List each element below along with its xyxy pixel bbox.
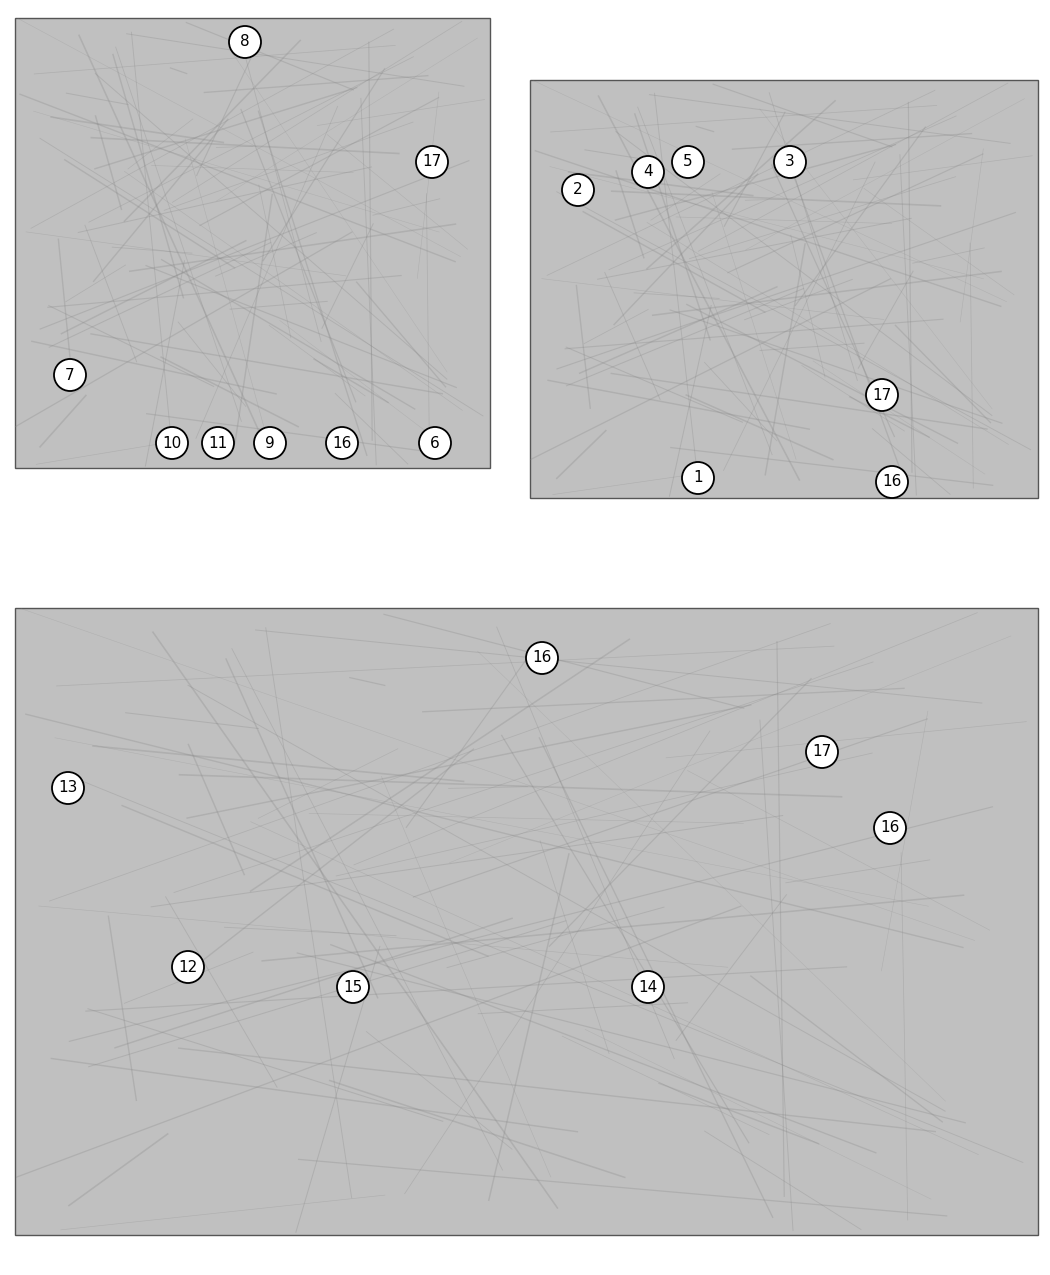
Circle shape <box>254 427 286 459</box>
Circle shape <box>632 156 664 187</box>
Circle shape <box>874 812 906 844</box>
Text: 13: 13 <box>59 780 78 796</box>
Circle shape <box>416 147 448 178</box>
Circle shape <box>156 427 188 459</box>
Circle shape <box>774 147 806 178</box>
Text: 17: 17 <box>873 388 891 403</box>
Bar <box>15 608 1038 1235</box>
Text: 16: 16 <box>332 436 352 450</box>
Text: 12: 12 <box>178 960 197 974</box>
Text: 6: 6 <box>430 436 440 450</box>
Text: 15: 15 <box>343 979 362 995</box>
Text: 16: 16 <box>882 474 902 490</box>
Circle shape <box>172 951 204 983</box>
Circle shape <box>682 462 714 493</box>
Text: 1: 1 <box>693 470 702 486</box>
Circle shape <box>866 379 898 411</box>
Circle shape <box>876 465 908 499</box>
Text: 5: 5 <box>684 154 693 170</box>
Text: 16: 16 <box>532 650 551 666</box>
Circle shape <box>562 173 594 207</box>
Circle shape <box>632 972 664 1003</box>
Text: 14: 14 <box>638 979 657 995</box>
Text: 17: 17 <box>422 154 442 170</box>
Text: 16: 16 <box>880 821 900 835</box>
Text: 3: 3 <box>785 154 795 170</box>
Text: 4: 4 <box>644 164 653 180</box>
Bar <box>15 18 490 468</box>
Circle shape <box>326 427 358 459</box>
Circle shape <box>526 643 558 674</box>
Circle shape <box>419 427 452 459</box>
Text: 9: 9 <box>265 436 275 450</box>
Text: 2: 2 <box>573 182 583 198</box>
Text: 11: 11 <box>208 436 228 450</box>
Circle shape <box>52 771 84 805</box>
Circle shape <box>672 147 704 178</box>
Text: 7: 7 <box>65 367 75 382</box>
Text: 17: 17 <box>813 745 832 760</box>
Text: 8: 8 <box>240 34 250 50</box>
Circle shape <box>54 360 86 391</box>
Circle shape <box>337 972 369 1003</box>
Circle shape <box>202 427 234 459</box>
Text: 10: 10 <box>163 436 182 450</box>
Circle shape <box>806 736 838 768</box>
Bar <box>530 80 1038 499</box>
Circle shape <box>229 26 261 57</box>
